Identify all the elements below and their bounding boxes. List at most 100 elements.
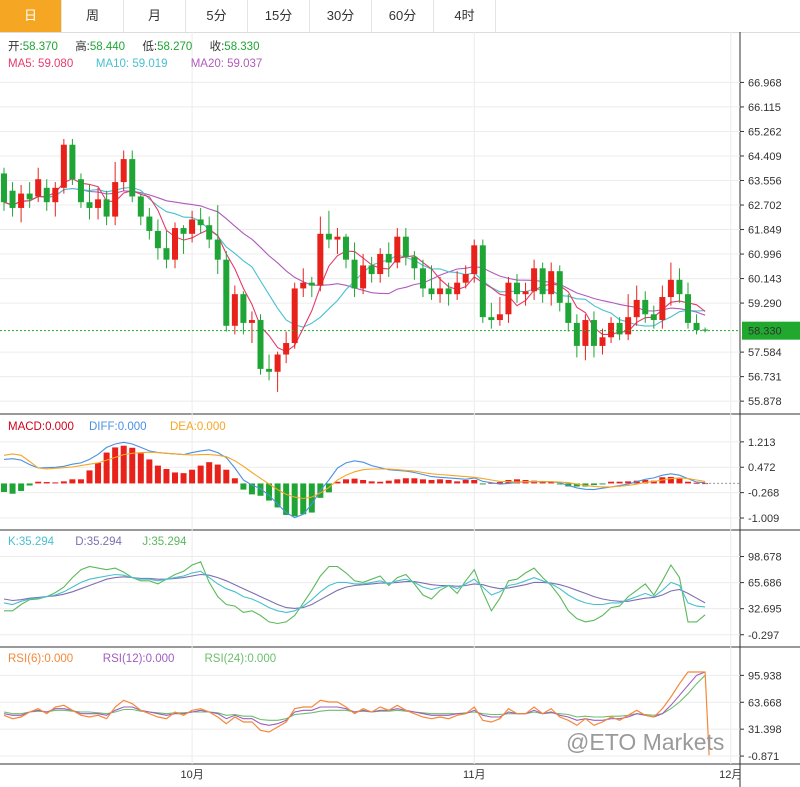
diff-line (3, 441, 706, 519)
macd-bar (368, 481, 375, 484)
macd-bar (69, 479, 76, 484)
candle-body (642, 299, 649, 315)
macd-bar (214, 464, 221, 484)
macd-bar (86, 470, 93, 484)
macd-bar (266, 483, 273, 501)
candle-body (69, 144, 76, 180)
candle-body (300, 282, 307, 289)
tab-60min[interactable]: 60分 (372, 0, 434, 32)
macd-bar (479, 483, 486, 485)
candle-body (343, 236, 349, 260)
macd-bar (693, 482, 700, 484)
y-tick-label: 60.996 (748, 249, 782, 261)
tab-week[interactable]: 周 (62, 0, 124, 32)
macd-bar (137, 453, 144, 484)
candle-body (394, 236, 401, 263)
macd-bar (385, 480, 392, 484)
ma5-label: MA5: 59.080 (8, 58, 73, 70)
ma20-label: MA20: 59.037 (191, 58, 263, 70)
last-price-tag (742, 321, 800, 340)
candle-body (385, 253, 392, 263)
candle-body (625, 317, 632, 335)
tab-15min[interactable]: 15分 (248, 0, 310, 32)
candle-body (702, 329, 709, 331)
macd-bar (77, 479, 84, 484)
candle-body (548, 271, 555, 295)
y-tick-label: 64.409 (748, 151, 782, 163)
y-tick-label: 32.695 (748, 604, 782, 616)
candle-body (496, 314, 503, 321)
candle-body (616, 322, 623, 335)
y-tick-label: 60.143 (748, 274, 782, 286)
macd-bar (428, 480, 435, 484)
macd-bar (556, 483, 563, 485)
candle-body (291, 288, 298, 344)
rsi24-label: RSI(24):0.000 (205, 653, 277, 665)
macd-bar (283, 483, 290, 515)
macd-bar (26, 483, 33, 486)
candle-body (462, 274, 469, 283)
tab-month[interactable]: 月 (124, 0, 186, 32)
candle-body (325, 233, 332, 240)
macd-bar (154, 465, 161, 484)
macd-bar (231, 478, 238, 484)
candle-body (240, 294, 247, 323)
macd-bar (103, 452, 110, 484)
macd-label: MACD:0.000 (8, 421, 74, 433)
macd-bar (402, 478, 409, 484)
tab-5min[interactable]: 5分 (186, 0, 248, 32)
macd-bar (60, 481, 67, 484)
time-axis-label: 10月 (180, 769, 203, 781)
macd-bar (274, 483, 281, 508)
macd-bar (454, 481, 461, 484)
y-tick-label: 59.290 (748, 298, 782, 310)
tab-day[interactable]: 日 (0, 0, 62, 32)
macd-bar (514, 479, 520, 484)
y-tick-label: 98.678 (748, 552, 782, 564)
candle-body (377, 253, 384, 275)
candle-body (437, 288, 444, 295)
rsi12-line (3, 671, 706, 726)
candle-body (471, 245, 478, 275)
tab-30min[interactable]: 30分 (310, 0, 372, 32)
y-tick-label: -0.871 (748, 751, 779, 763)
macd-bar (599, 483, 606, 485)
tab-4hour[interactable]: 4时 (434, 0, 496, 32)
candle-body (514, 282, 520, 295)
candle-body (590, 320, 597, 346)
last-price-label: 58.330 (748, 326, 782, 338)
candle-body (445, 288, 452, 295)
candle-body (334, 236, 341, 240)
macd-bar (240, 483, 247, 490)
y-tick-label: -1.009 (748, 513, 779, 525)
high-label: 高:58.440 (75, 39, 125, 53)
macd-bar (9, 483, 16, 494)
k-line (3, 570, 706, 613)
candle-body (172, 228, 178, 260)
diff-label: DIFF:0.000 (89, 421, 147, 433)
candle-body (189, 219, 196, 234)
candle-body (573, 322, 580, 346)
macd-bar (18, 483, 25, 491)
macd-bar (43, 482, 50, 484)
macd-bar (676, 478, 683, 484)
candle-body (633, 299, 640, 318)
macd-bar (163, 469, 170, 484)
macd-bar (146, 459, 153, 484)
kline-chart[interactable]: 10月 11月 12月 66.968 66.115 65.262 64.409 63.556 6… (0, 32, 800, 787)
macd-bar (625, 481, 632, 484)
macd-bar (351, 478, 358, 484)
macd-bar (394, 479, 401, 484)
candle-body (52, 187, 59, 203)
candle-body (368, 265, 375, 275)
candle-body (539, 268, 546, 295)
open-label: 开:58.370 (8, 41, 58, 53)
macd-bar (573, 483, 580, 487)
candle-body (428, 288, 435, 295)
candle-body (163, 248, 170, 260)
y-tick-label: 61.849 (748, 225, 782, 237)
candle-body (556, 271, 563, 303)
ma10-label: MA10: 59.019 (96, 58, 168, 70)
macd-bar (437, 479, 444, 484)
candle-body (676, 279, 683, 295)
